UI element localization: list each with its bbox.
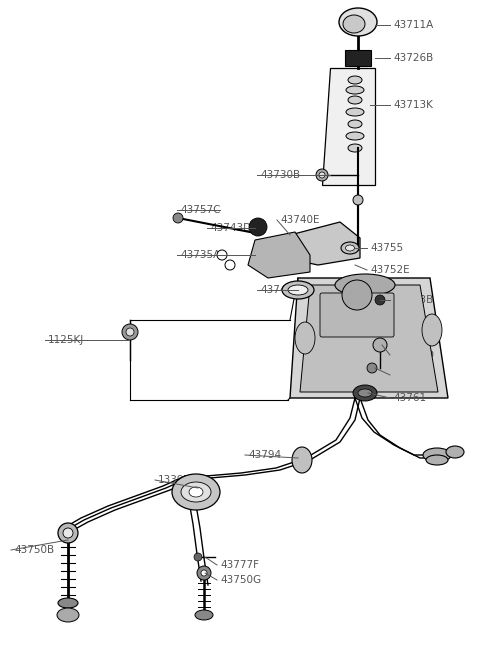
Circle shape	[197, 566, 211, 580]
Text: 43741: 43741	[260, 285, 293, 295]
Ellipse shape	[358, 389, 372, 397]
Polygon shape	[285, 222, 360, 265]
Text: 43794: 43794	[248, 450, 281, 460]
Ellipse shape	[348, 144, 362, 152]
Ellipse shape	[423, 448, 451, 462]
Ellipse shape	[282, 281, 314, 299]
Ellipse shape	[346, 86, 364, 94]
Text: 43755: 43755	[370, 243, 403, 253]
Ellipse shape	[426, 455, 448, 465]
Ellipse shape	[346, 132, 364, 140]
Circle shape	[217, 250, 227, 260]
Circle shape	[342, 280, 372, 310]
Ellipse shape	[58, 523, 78, 543]
Circle shape	[194, 553, 202, 561]
Circle shape	[353, 195, 363, 205]
Circle shape	[319, 172, 325, 178]
Text: 43743D: 43743D	[210, 223, 251, 233]
Text: 1125KJ: 1125KJ	[48, 335, 84, 345]
Circle shape	[173, 213, 183, 223]
Polygon shape	[322, 68, 375, 185]
Text: 43750B: 43750B	[14, 545, 54, 555]
Circle shape	[316, 169, 328, 181]
Ellipse shape	[446, 446, 464, 458]
Text: 43735A: 43735A	[180, 250, 220, 260]
Text: 43711A: 43711A	[393, 20, 433, 30]
Text: 46773B: 46773B	[393, 295, 433, 305]
Text: 43730B: 43730B	[260, 170, 300, 180]
Ellipse shape	[195, 610, 213, 620]
Ellipse shape	[343, 15, 365, 33]
Ellipse shape	[172, 474, 220, 510]
Text: 43750G: 43750G	[220, 575, 261, 585]
Circle shape	[249, 218, 267, 236]
Ellipse shape	[295, 322, 315, 354]
Polygon shape	[248, 232, 310, 278]
Text: 43752E: 43752E	[370, 265, 409, 275]
Text: 43762E: 43762E	[393, 370, 432, 380]
Ellipse shape	[346, 108, 364, 116]
Text: 43757C: 43757C	[180, 205, 220, 215]
FancyBboxPatch shape	[320, 293, 394, 337]
FancyBboxPatch shape	[345, 50, 371, 66]
Ellipse shape	[348, 96, 362, 104]
Circle shape	[126, 328, 134, 336]
Polygon shape	[300, 285, 438, 392]
Text: 1339CD: 1339CD	[158, 475, 200, 485]
Ellipse shape	[288, 285, 308, 295]
Ellipse shape	[181, 482, 211, 502]
Circle shape	[375, 295, 385, 305]
Polygon shape	[290, 278, 448, 398]
Ellipse shape	[63, 528, 73, 538]
Ellipse shape	[348, 120, 362, 128]
Ellipse shape	[335, 274, 395, 296]
Text: 43713K: 43713K	[393, 100, 433, 110]
Text: 43740E: 43740E	[280, 215, 320, 225]
Circle shape	[225, 260, 235, 270]
Circle shape	[367, 363, 377, 373]
Ellipse shape	[57, 608, 79, 622]
Text: 43777F: 43777F	[220, 560, 259, 570]
Ellipse shape	[58, 598, 78, 608]
Text: 43761: 43761	[393, 393, 426, 403]
Ellipse shape	[189, 487, 203, 497]
Ellipse shape	[422, 314, 442, 346]
Ellipse shape	[339, 8, 377, 36]
Ellipse shape	[353, 385, 377, 401]
Ellipse shape	[292, 447, 312, 473]
Circle shape	[122, 324, 138, 340]
Ellipse shape	[348, 76, 362, 84]
Ellipse shape	[341, 242, 359, 254]
Ellipse shape	[346, 245, 355, 251]
Circle shape	[201, 570, 207, 576]
Text: 43710D: 43710D	[393, 350, 434, 360]
Circle shape	[373, 338, 387, 352]
Text: 43726B: 43726B	[393, 53, 433, 63]
